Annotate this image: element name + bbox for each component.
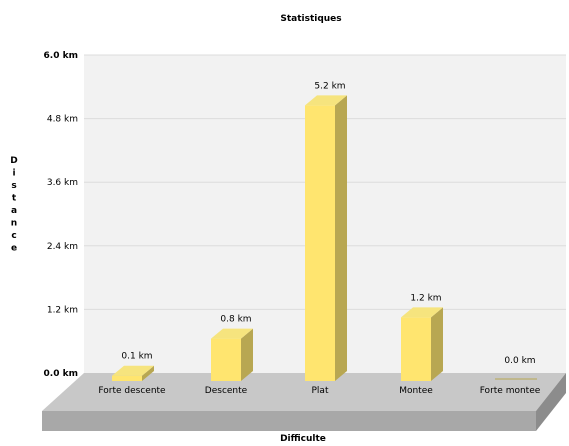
category-label: Forte montee [480,386,541,396]
chart-title: Statistiques [280,14,341,24]
category-label: Descente [205,386,248,396]
bar-side [431,307,443,381]
bar-side [335,95,347,382]
data-labels: 0.1 km 0.8 km 5.2 km 1.2 km 0.0 km [121,81,535,366]
y-axis-title-letter: n [11,219,17,229]
y-axis-title-letter: a [11,206,17,216]
data-label: 0.1 km [121,352,152,362]
category-label: Montee [399,386,433,396]
bar [401,307,443,381]
bar-top [211,328,253,339]
y-tick-label: 3.6 km [47,178,78,188]
category-label: Forte descente [98,386,166,396]
bar-top [112,365,154,376]
bar-front [211,338,241,381]
y-axis-title-letter: c [11,231,16,241]
bar-front [112,375,142,381]
data-label: 0.8 km [220,315,251,325]
bar-side [241,328,253,381]
category-labels: Forte descente Descente Plat Montee Forte mo… [98,386,540,396]
y-axis-title-letter: e [11,244,17,254]
data-label: 1.2 km [410,293,441,303]
y-axis-title-letter: s [11,181,16,191]
bar-top [401,307,443,318]
bar [112,365,154,381]
category-label: Plat [312,386,329,396]
y-tick-label: 2.4 km [47,242,78,252]
bar-side [142,365,154,381]
y-tick-label: 1.2 km [47,305,78,315]
y-axis-title-letter: t [12,194,17,204]
chart-floor-front [42,411,536,431]
y-tick-label: 6.0 km [44,51,78,61]
data-label: 0.0 km [504,356,535,366]
bar-front [305,105,335,382]
bar [211,328,253,381]
bar-top [305,95,347,106]
y-tick-label: 0.0 km [44,369,78,379]
data-label: 5.2 km [314,81,345,91]
bars [112,95,537,382]
y-axis-title-letter: D [10,156,17,166]
x-axis-title: Difficulte [280,434,326,444]
chart-floor [42,373,566,411]
chart-floor-side [536,373,566,431]
y-tick-label: 4.8 km [47,115,78,125]
bar-front [401,317,431,381]
bar [305,95,347,382]
y-axis-ticks: 0.0 km 1.2 km 2.4 km 3.6 km 4.8 km 6.0 km [44,51,78,379]
y-axis-title-letter: i [12,169,15,179]
